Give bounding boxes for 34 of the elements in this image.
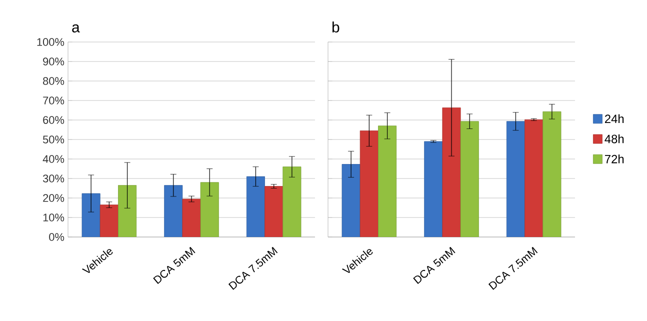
y-tick-label: 0% xyxy=(49,233,64,241)
y-tick-label: 70% xyxy=(43,96,64,104)
y-tick-label: 40% xyxy=(42,155,64,163)
bar xyxy=(424,141,443,237)
bar xyxy=(506,121,525,237)
bar xyxy=(360,130,378,237)
bar xyxy=(118,185,137,237)
y-tick-label: 20% xyxy=(43,194,64,202)
bar xyxy=(264,186,284,237)
bar xyxy=(542,111,562,237)
legend-label: 72h xyxy=(605,154,624,164)
bar xyxy=(164,185,183,237)
bar xyxy=(282,166,302,237)
chart-title: a xyxy=(72,24,80,32)
y-tick-label: 80% xyxy=(43,77,64,85)
legend-label: 24h xyxy=(605,114,624,123)
y-tick-label: 60% xyxy=(43,116,64,124)
bar xyxy=(442,108,461,237)
bar xyxy=(342,164,360,237)
y-tick-label: 10% xyxy=(43,214,64,222)
bar xyxy=(182,198,201,237)
y-tick-label: 90% xyxy=(43,58,64,66)
bar xyxy=(82,193,100,237)
y-tick-label: 50% xyxy=(42,136,64,144)
bar xyxy=(378,126,397,237)
y-tick-label: 100% xyxy=(37,38,64,46)
legend-label: 48h xyxy=(604,134,624,144)
bar xyxy=(200,182,219,237)
bar xyxy=(246,176,265,237)
bar xyxy=(524,119,544,237)
chart-title: b xyxy=(332,22,340,32)
bar xyxy=(100,204,118,237)
y-tick-label: 30% xyxy=(42,174,64,182)
bar xyxy=(460,121,479,237)
